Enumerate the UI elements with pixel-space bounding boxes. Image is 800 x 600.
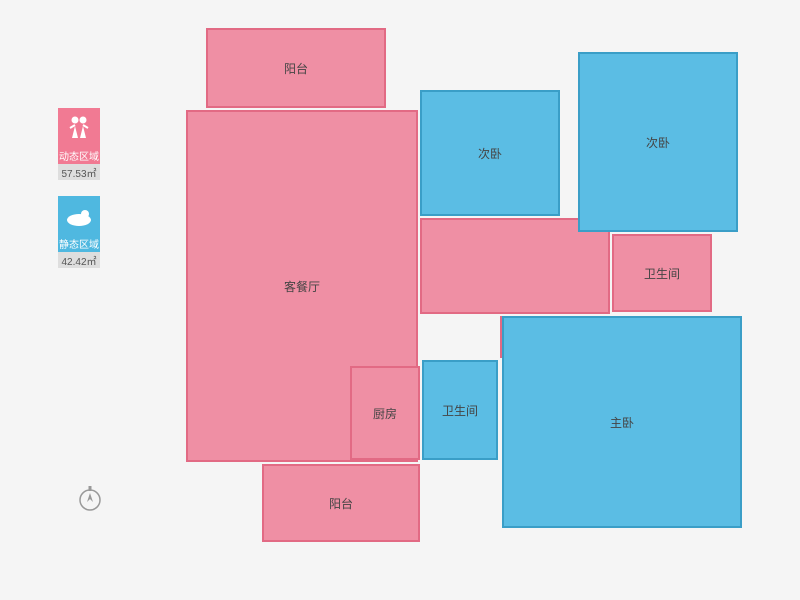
room-卫生间: 卫生间 — [422, 360, 498, 460]
room-label: 卫生间 — [644, 265, 680, 282]
room-label: 阳台 — [284, 60, 308, 77]
room-阳台2: 阳台 — [262, 464, 420, 542]
room-卫生间2: 卫生间 — [612, 234, 712, 312]
room-label: 厨房 — [373, 405, 397, 422]
legend-static-value: 42.42㎡ — [58, 252, 100, 268]
room-label: 次卧 — [646, 134, 670, 151]
room-阳台: 阳台 — [206, 28, 386, 108]
room-label: 阳台 — [329, 495, 353, 512]
room-走廊 — [420, 218, 610, 314]
legend-dynamic-icon — [58, 108, 100, 146]
room-label: 客餐厅 — [284, 278, 320, 295]
room-次卧2: 次卧 — [578, 52, 738, 232]
legend-dynamic: 动态区域 57.53㎡ — [58, 108, 100, 180]
legend-dynamic-label: 动态区域 — [58, 146, 100, 164]
legend-static-label: 静态区域 — [58, 234, 100, 252]
compass-icon — [76, 484, 104, 512]
room-主卧: 主卧 — [502, 316, 742, 528]
legend-static-icon — [58, 196, 100, 234]
legend-static: 静态区域 42.42㎡ — [58, 196, 100, 268]
room-次卧1: 次卧 — [420, 90, 560, 216]
legend-dynamic-value: 57.53㎡ — [58, 164, 100, 180]
room-label: 次卧 — [478, 145, 502, 162]
room-label: 卫生间 — [442, 402, 478, 419]
floor-plan-canvas: 阳台客餐厅厨房阳台卫生间次卧次卧卫生间主卧 — [0, 0, 800, 600]
room-厨房: 厨房 — [350, 366, 420, 460]
room-label: 主卧 — [610, 414, 634, 431]
